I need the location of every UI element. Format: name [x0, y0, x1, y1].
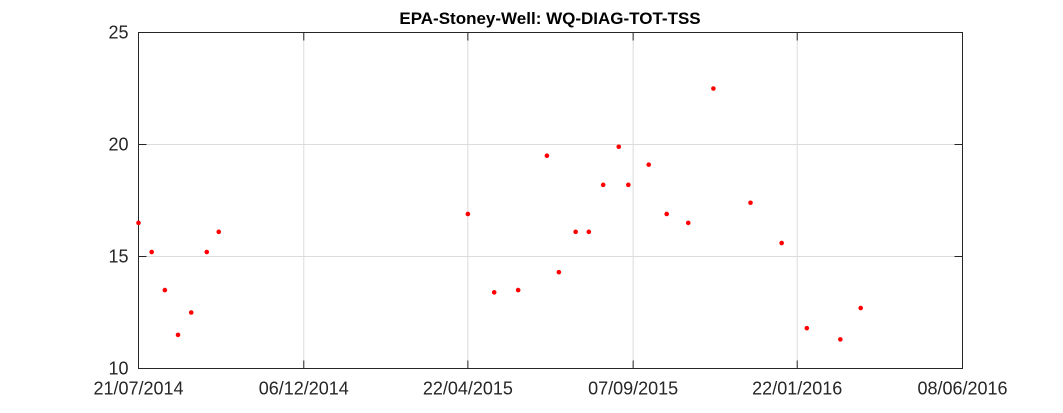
data-point — [162, 287, 168, 293]
data-point — [136, 220, 141, 226]
data-point — [573, 229, 578, 235]
data-point — [646, 162, 652, 167]
plot-frame — [138, 32, 963, 369]
x-tick-label: 07/09/2015 — [588, 379, 678, 399]
data-point — [616, 144, 622, 150]
data-point — [748, 200, 753, 206]
x-tick-label: 08/06/2016 — [917, 379, 1007, 399]
x-tick-label: 21/07/2014 — [93, 379, 183, 399]
grid-layer — [138, 32, 963, 369]
data-point — [626, 182, 631, 188]
data-point — [664, 211, 669, 217]
data-point — [216, 229, 222, 235]
x-tick-label: 22/01/2016 — [752, 379, 842, 399]
data-point — [204, 249, 210, 255]
data-point — [711, 86, 716, 91]
data-point — [779, 240, 784, 246]
data-point — [491, 290, 497, 295]
data-point — [685, 220, 691, 226]
data-point — [149, 249, 154, 255]
data-point — [586, 229, 592, 235]
data-point — [175, 332, 181, 338]
x-tick-label: 22/04/2015 — [423, 379, 513, 399]
x-tick-label: 06/12/2014 — [259, 379, 349, 399]
data-point — [544, 153, 550, 158]
data-point — [804, 325, 810, 331]
point-layer — [136, 86, 863, 342]
chart-title: EPA-Stoney-Well: WQ-DIAG-TOT-TSS — [399, 9, 700, 28]
data-point — [838, 337, 843, 342]
data-point — [515, 287, 521, 293]
y-tick-label: 10 — [108, 359, 128, 379]
y-tick-label: 15 — [108, 247, 128, 267]
data-point — [600, 182, 606, 188]
data-point — [188, 310, 194, 315]
y-tick-label: 20 — [108, 135, 128, 155]
data-point — [465, 211, 471, 217]
data-point — [858, 305, 863, 311]
data-point — [556, 269, 562, 275]
tick-layer: 10 15 20 25 21/07/2014 06/12/2014 22/04/2015 07… — [93, 23, 1007, 399]
y-tick-label: 25 — [108, 23, 128, 43]
